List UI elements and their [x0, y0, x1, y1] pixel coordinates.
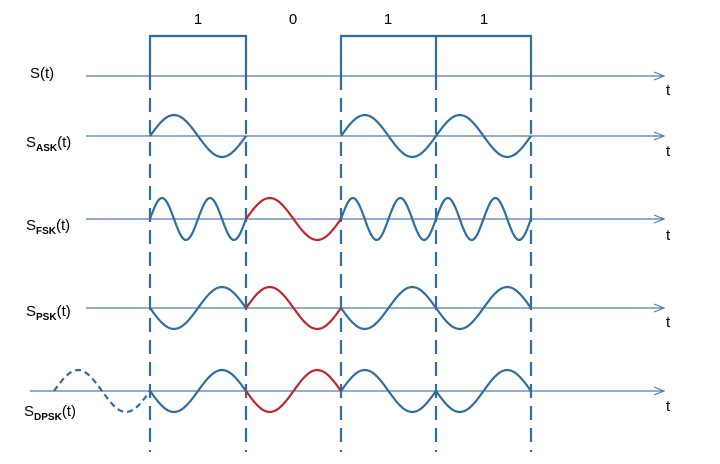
bit-label-2: 0: [289, 11, 297, 28]
fsk-wave-bit-2: [245, 196, 342, 242]
fsk-wave-bit-4: [434, 197, 533, 241]
ask-wave-bit-1: [149, 113, 247, 159]
bit-label-3: 1: [384, 11, 392, 28]
axis-t-label-s: t: [666, 82, 671, 99]
label-s-dpsk: SDPSK(t): [24, 403, 76, 423]
label-s-ask: SASK(t): [26, 134, 71, 154]
ask-wave-bit-3: [340, 113, 437, 159]
fsk-wave-bit-1: [148, 197, 248, 241]
dpsk-wave-bit-3: [340, 368, 437, 414]
dpsk-wave-bit-2: [245, 368, 342, 414]
dpsk-wave-bit-4: [435, 368, 532, 414]
psk-wave-bit-3: [340, 285, 437, 331]
bit-label-4: 1: [480, 11, 488, 28]
psk-wave-bit-4: [435, 285, 532, 331]
axis-t-label-dpsk: t: [666, 398, 671, 415]
ask-wave-bit-4: [435, 113, 532, 159]
psk-wave-bit-2: [245, 285, 342, 331]
label-s-psk: SPSK(t): [26, 303, 71, 323]
fsk-wave-bit-3: [339, 197, 438, 241]
label-s: S(t): [30, 65, 54, 82]
dpsk-wave-bit-1: [149, 368, 247, 414]
axis-t-label-fsk: t: [666, 227, 671, 244]
bit-label-1: 1: [194, 11, 202, 28]
label-s-fsk: SFSK(t): [26, 217, 70, 237]
psk-wave-bit-1: [149, 285, 247, 331]
bit-boundaries: [148, 76, 533, 452]
axis-t-label-psk: t: [666, 314, 671, 331]
digital-signal: [148, 34, 533, 76]
axis-t-label-ask: t: [666, 143, 671, 160]
waveforms: [53, 113, 533, 414]
dpsk-reference-wave: [53, 368, 151, 414]
